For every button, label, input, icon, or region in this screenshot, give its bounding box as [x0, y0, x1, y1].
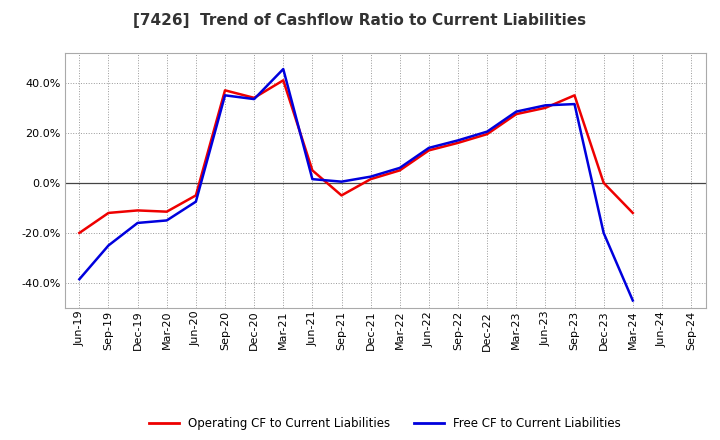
Legend: Operating CF to Current Liabilities, Free CF to Current Liabilities: Operating CF to Current Liabilities, Fre…	[145, 412, 626, 435]
Text: [7426]  Trend of Cashflow Ratio to Current Liabilities: [7426] Trend of Cashflow Ratio to Curren…	[133, 13, 587, 28]
